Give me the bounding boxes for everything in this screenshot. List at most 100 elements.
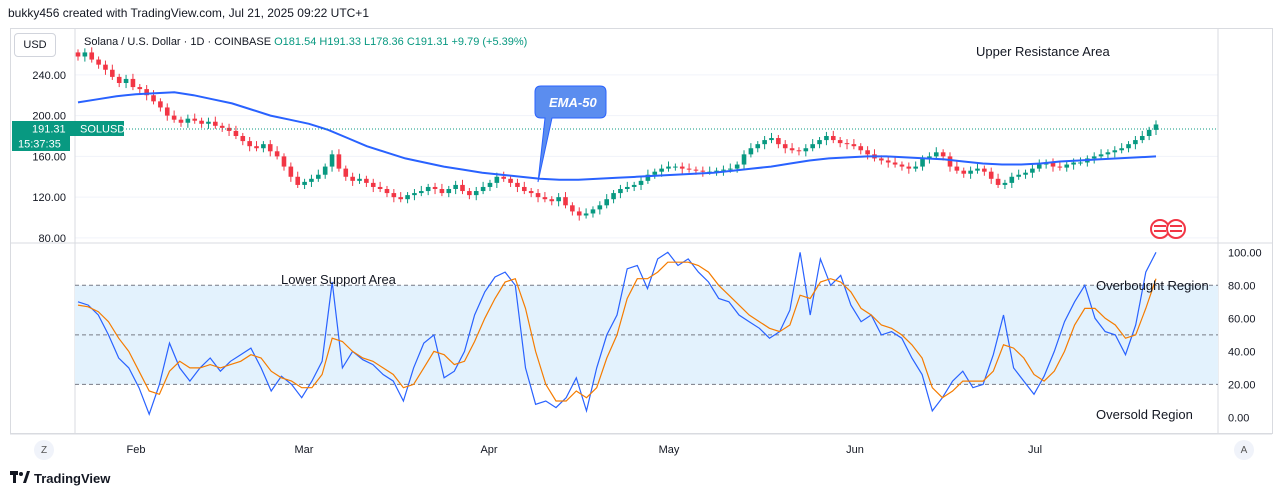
watermark-top: bukky456 created with TradingView.com, J… [8,6,369,20]
candle-body [789,148,795,151]
candle-body [769,138,774,141]
candle-body [185,118,191,123]
candle-body [940,152,946,157]
candle-body [130,78,136,88]
candle-body [501,176,507,179]
upper-resistance-label: Upper Resistance Area [976,44,1110,59]
candle-body [158,101,163,108]
candle-body [975,168,980,171]
candle-body [192,118,198,121]
price-tick-label: 80.00 [38,233,66,245]
candle-body [96,59,101,65]
candle-body [1112,150,1118,153]
time-axis: Feb Mar Apr May Jun Jul [10,433,1272,456]
candle-body [1091,156,1097,159]
candle-body [288,166,294,177]
candle-body [659,168,664,172]
candle-body [741,154,747,165]
candle-body [261,144,266,149]
candle-body [1023,172,1028,175]
candle-body [748,148,754,155]
ohlc-values: O181.54 H191.33 L178.36 C191.31 +9.79 (+… [274,36,528,48]
stochastic-tick-label: 40.00 [1228,346,1256,358]
price-tick-label: 160.00 [32,151,66,163]
overbought-label: Overbought Region [1096,278,1209,293]
candle-body [1105,152,1111,155]
candle-body [1139,136,1145,141]
candle-body [556,197,561,202]
time-axis-ticks: Feb Mar Apr May Jun Jul [127,444,1043,456]
candle-body [961,170,967,174]
candle-body [1057,166,1063,168]
candle-body [576,211,582,216]
candle-body [727,168,733,170]
candle-body [796,150,802,152]
candle-body [1009,176,1015,183]
candle-body [549,199,555,202]
stochastic-tick-label: 100.00 [1228,247,1262,259]
flag-icon[interactable] [1150,219,1186,239]
candle-body [274,151,280,157]
candle-body [1030,168,1035,173]
candle-body [89,52,95,60]
candle-body [508,178,513,183]
candle-body [721,169,726,171]
candle-body [233,130,239,136]
candle-body [110,69,115,77]
candle-body [295,176,301,185]
zoom-btn[interactable]: Z [34,440,54,460]
auto-scale-btn[interactable]: A [1234,440,1254,460]
candle-body [219,125,225,128]
candle-body [391,193,397,198]
candle-body [1146,129,1152,136]
tradingview-logo: TradingView [10,471,110,486]
time-tick-label: Jun [846,444,864,456]
candle-body [762,140,767,145]
candle-body [817,140,822,145]
candle-body [913,166,918,169]
candle-body [164,107,170,116]
candle-body [583,213,589,216]
stochastic-pane: 0.00 20.00 40.00 60.00 80.00 100.00 Lower Sup… [75,247,1262,424]
candle-body [597,205,603,210]
candle-body [1133,140,1138,145]
candle-body [988,171,994,179]
candle-body [899,164,905,167]
candle-body [776,138,781,145]
candle-body [343,168,349,177]
candle-body [1078,162,1083,164]
candle-body [570,205,575,212]
candle-body [1098,154,1104,157]
price-tick-label: 200.00 [32,111,66,123]
candle-body [178,119,184,123]
price-tick-label: 240.00 [32,70,66,82]
candle-body [604,199,610,206]
candle-body [350,176,355,181]
candle-body [618,189,623,194]
currency-button[interactable]: USD [14,33,56,57]
candle-body [892,162,898,165]
tradingview-logo-icon [10,471,30,486]
candle-body [487,182,493,187]
candle-body [528,191,534,194]
candle-body [116,76,122,83]
price-badge-symbol: SOLUSD [80,124,125,136]
candle-body [631,184,637,187]
candle-body [123,78,129,83]
candle-body [75,52,81,57]
candle-body [810,144,815,149]
candle-body [851,144,857,147]
candle-body [473,191,479,196]
candle-body [920,158,925,167]
candle-body [590,209,596,214]
candle-body [494,176,500,183]
candle-body [563,197,568,206]
time-tick-label: Jul [1028,444,1042,456]
candle-body [405,195,410,200]
candle-body [460,184,465,192]
time-tick-label: May [659,444,680,456]
candle-body [865,150,870,155]
candle-body [377,186,383,189]
lower-support-label: Lower Support Area [281,272,397,287]
